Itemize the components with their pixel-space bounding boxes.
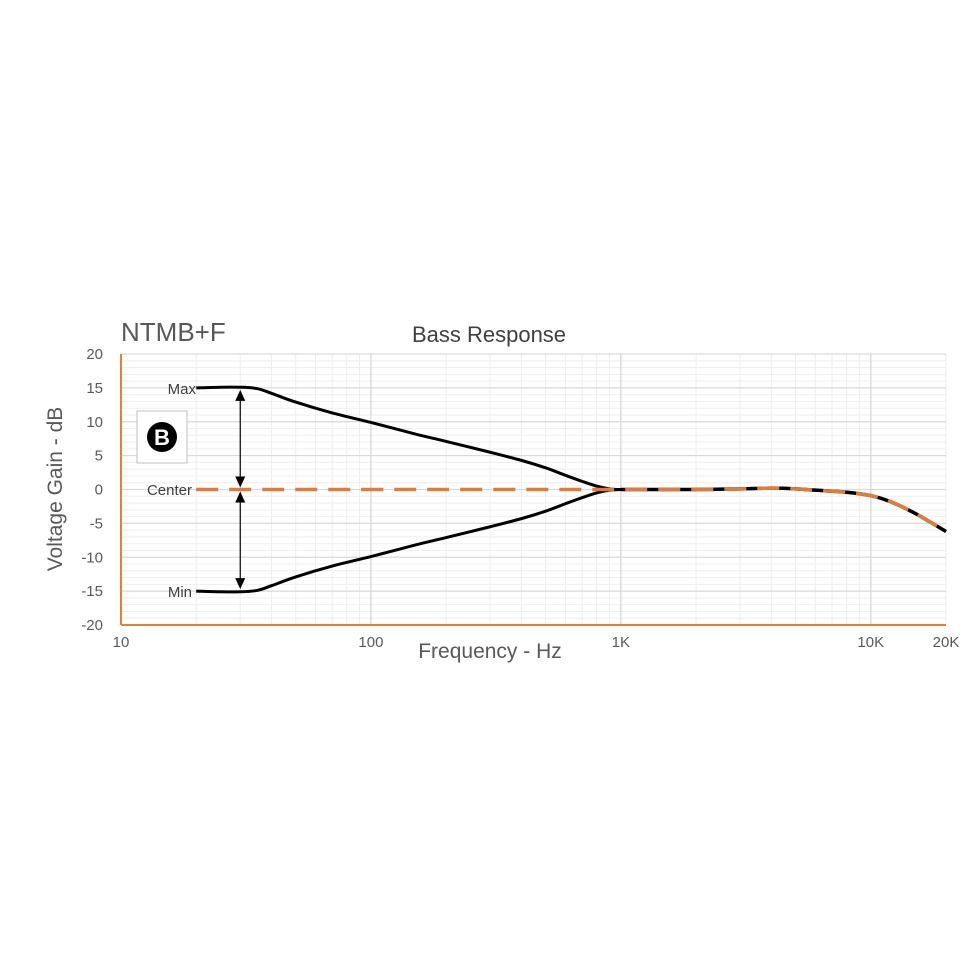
series-center-line [196, 486, 947, 534]
y-tick-label: 5 [95, 448, 103, 465]
y-tick-label: 10 [86, 414, 103, 431]
max-label: Max [168, 381, 197, 398]
y-axis-label: Voltage Gain - dB [44, 407, 67, 572]
arrow-head-min [235, 578, 246, 590]
model-label: NTMB+F [121, 317, 226, 347]
arrow-head-center-down [235, 476, 246, 488]
min-label: Min [168, 584, 192, 601]
x-tick-label: 10 [113, 634, 130, 651]
axes [120, 354, 946, 626]
x-tick-label: 20K [933, 634, 960, 651]
badge: B [136, 410, 188, 464]
arrow-head-max [235, 389, 246, 401]
badge-letter: B [154, 425, 170, 450]
range-arrows [235, 389, 246, 590]
y-tick-label: -15 [81, 583, 103, 600]
y-tick-label: -5 [90, 515, 103, 532]
tick-labels: 20 15 10 5 0 -5 -10 -15 -20 10 100 1K 10K 20K [81, 346, 959, 651]
arrow-head-center-up [235, 491, 246, 503]
y-tick-label: 15 [86, 380, 103, 397]
y-tick-label: 20 [86, 346, 103, 363]
y-tick-label: -10 [81, 549, 103, 566]
series-min-line [196, 488, 621, 594]
y-tick-label: -20 [81, 617, 103, 634]
x-axis-label: Frequency - Hz [418, 640, 562, 663]
series [196, 385, 947, 594]
chart-title: Bass Response [412, 322, 566, 347]
x-tick-label: 10K [857, 634, 884, 651]
center-label: Center [147, 482, 192, 499]
y-tick-label: 0 [95, 482, 103, 499]
x-tick-label: 1K [612, 634, 630, 651]
x-tick-label: 100 [358, 634, 383, 651]
badge-circle [147, 422, 177, 452]
